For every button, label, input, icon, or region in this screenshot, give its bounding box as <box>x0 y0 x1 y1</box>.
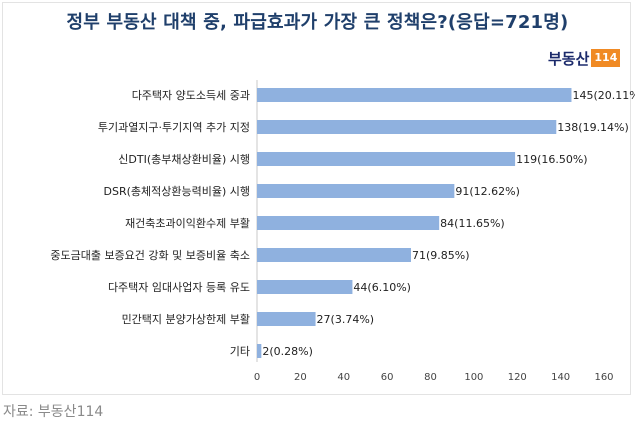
data-label: 145(20.11%) <box>572 89 635 102</box>
x-tick-label: 140 <box>551 372 570 383</box>
x-tick-label: 80 <box>424 372 437 383</box>
category-label: 다주택자 양도소득세 중과 <box>132 89 250 102</box>
category-label: 민간택지 분양가상한제 부활 <box>122 312 250 326</box>
chart-frame <box>2 2 631 395</box>
x-tick-label: 40 <box>337 372 350 383</box>
data-label: 44(6.10%) <box>353 281 411 294</box>
data-label: 138(19.14%) <box>557 121 629 134</box>
bar <box>257 248 411 262</box>
bar <box>257 152 516 166</box>
category-label: 기타 <box>230 345 250 358</box>
logo-text: 부동산 <box>548 49 590 68</box>
bar <box>257 280 353 294</box>
bar <box>257 184 455 198</box>
x-tick-label: 60 <box>381 372 394 383</box>
data-label: 84(11.65%) <box>440 217 505 230</box>
bar <box>257 120 557 134</box>
category-label: DSR(총체적상환능력비율) 시행 <box>104 185 251 198</box>
data-label: 119(16.50%) <box>516 153 588 166</box>
category-label: 다주택자 임대사업자 등록 유도 <box>108 281 250 294</box>
brand-logo: 부동산 114 <box>548 48 621 68</box>
logo-mark: 114 <box>591 49 621 67</box>
category-label: 투기과열지구·투기지역 추가 지정 <box>98 121 250 134</box>
chart-title: 정부 부동산 대책 중, 파급효과가 가장 큰 정책은?(응답=721명) <box>66 12 569 33</box>
data-label: 2(0.28%) <box>262 345 313 358</box>
category-label: 재건축초과이익환수제 부활 <box>125 216 250 230</box>
bar <box>257 216 440 230</box>
x-tick-label: 160 <box>594 372 613 383</box>
bar <box>257 312 316 326</box>
category-label: 중도금대출 보증요건 강화 및 보증비율 축소 <box>50 249 250 262</box>
x-tick-label: 100 <box>464 372 483 383</box>
bar <box>257 88 572 102</box>
x-tick-label: 0 <box>254 372 260 383</box>
x-tick-label: 120 <box>508 372 527 383</box>
data-label: 71(9.85%) <box>412 249 470 262</box>
x-tick-label: 20 <box>294 372 307 383</box>
data-label: 27(3.74%) <box>317 313 375 326</box>
bar <box>257 344 262 358</box>
category-label: 신DTI(총부채상환비율) 시행 <box>118 153 250 166</box>
source-note: 자료: 부동산114 <box>3 404 104 420</box>
data-label: 91(12.62%) <box>455 185 520 198</box>
